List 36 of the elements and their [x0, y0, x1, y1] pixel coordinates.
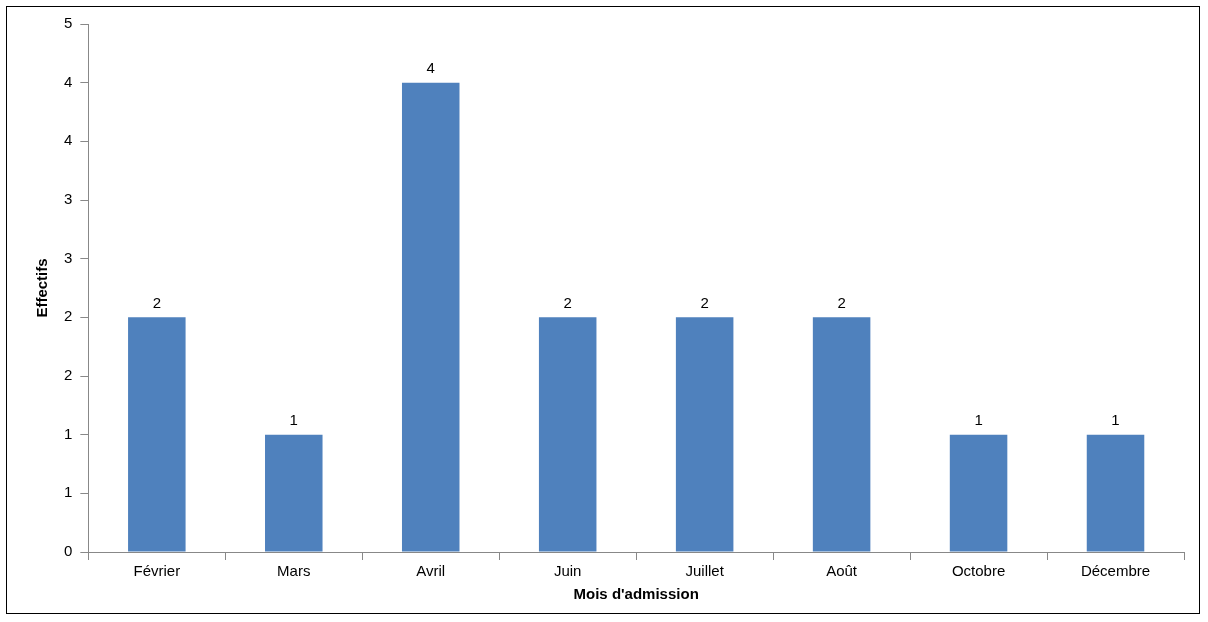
bar: [128, 317, 186, 552]
data-label: 2: [563, 293, 572, 311]
data-label: 4: [426, 59, 435, 77]
bar: [401, 82, 460, 552]
y-tick-label: 1: [64, 483, 73, 501]
bar: [949, 434, 1008, 552]
x-tick-label: Juillet: [685, 562, 725, 580]
x-tick-label: Décembre: [1080, 562, 1151, 580]
data-label: 2: [837, 293, 846, 311]
y-tick-label: 5: [64, 14, 73, 32]
y-tick-label: 2: [64, 366, 73, 384]
y-tick-label: 2: [64, 307, 73, 325]
bar: [265, 434, 323, 552]
x-axis-title: Mois d'admission: [573, 585, 699, 603]
bar: [1086, 434, 1145, 552]
y-tick-label: 4: [64, 72, 73, 90]
bar: [538, 317, 597, 552]
x-tick-label: Avril: [416, 562, 446, 580]
data-label: 1: [1111, 411, 1120, 429]
y-tick-label: 0: [64, 542, 73, 560]
x-tick-label: Août: [826, 562, 858, 580]
y-tick-label: 3: [64, 190, 73, 208]
x-tick-label: Mars: [277, 562, 311, 580]
y-tick-label: 4: [64, 131, 73, 149]
y-axis-title: Effectifs: [33, 258, 51, 318]
bar: [675, 317, 734, 552]
y-tick-label: 1: [64, 424, 73, 442]
data-label: 1: [974, 411, 983, 429]
y-tick-label: 3: [64, 248, 73, 266]
x-tick-label: Juin: [553, 562, 582, 580]
x-tick-label: Octobre: [951, 562, 1006, 580]
data-label: 2: [700, 293, 709, 311]
data-label: 1: [289, 411, 298, 429]
data-label: 2: [152, 293, 161, 311]
x-tick-label: Février: [133, 562, 181, 580]
bar: [812, 317, 871, 552]
